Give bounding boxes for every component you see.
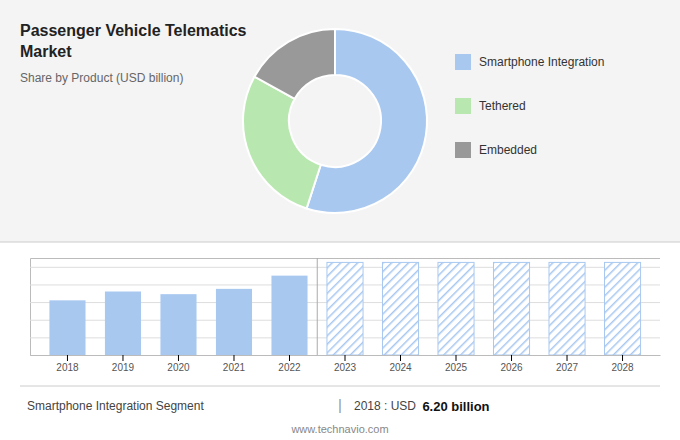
x-tick-mark <box>67 355 68 361</box>
x-tick-label: 2024 <box>389 362 412 373</box>
x-tick: 2024 <box>389 355 412 373</box>
x-tick-mark <box>122 355 123 361</box>
bar <box>105 292 141 355</box>
panel-separator <box>0 242 680 243</box>
forecast-bar <box>604 262 640 355</box>
subtitle: Share by Product (USD billion) <box>20 71 183 85</box>
x-tick-label: 2026 <box>500 362 523 373</box>
x-tick-label: 2019 <box>112 362 135 373</box>
forecast-bar <box>327 262 363 355</box>
x-axis: 2018 2019 2020 2021 2022 2023 2024 2025 2026 2027… <box>31 355 661 373</box>
forecast-bar <box>438 262 474 355</box>
x-tick: 2019 <box>112 355 135 373</box>
x-tick: 2020 <box>167 355 190 373</box>
donut-slice <box>254 29 335 99</box>
legend-item: Tethered <box>455 98 526 114</box>
forecast-bar <box>549 262 585 355</box>
footer-value: 6.20 billion <box>422 399 489 414</box>
legend-swatch <box>455 54 471 70</box>
x-tick-label: 2023 <box>334 362 357 373</box>
bar <box>160 294 196 355</box>
footer-year: 2018 : USD <box>354 399 419 413</box>
x-tick-label: 2027 <box>556 362 579 373</box>
footer-url: www.technavio.com <box>290 423 388 435</box>
legend-swatch <box>455 98 471 114</box>
x-tick-label: 2028 <box>611 362 634 373</box>
legend-label: Tethered <box>479 99 526 113</box>
forecast-bar <box>382 262 418 355</box>
forecast-divider <box>317 258 318 355</box>
x-tick: 2026 <box>500 355 523 373</box>
y-axis-line <box>31 259 661 356</box>
chart-canvas: Passenger Vehicle Telematics Market Share … <box>0 0 680 440</box>
donut-slice <box>243 77 321 209</box>
x-tick-mark <box>345 355 346 361</box>
top-panel <box>0 0 680 242</box>
x-tick: 2021 <box>223 355 246 373</box>
x-tick-mark <box>233 355 234 361</box>
x-tick-mark <box>622 355 623 361</box>
legend: Smartphone Integration Tethered Embedded <box>455 54 604 158</box>
legend-label: Embedded <box>479 143 537 157</box>
x-tick: 2018 <box>56 355 79 373</box>
x-tick-mark <box>511 355 512 361</box>
footer-separator <box>20 386 660 387</box>
y-axis <box>30 259 660 356</box>
bar <box>216 289 252 355</box>
footer-label: Smartphone Integration Segment <box>27 399 204 413</box>
title: Passenger Vehicle Telematics <box>20 22 247 39</box>
legend-swatch <box>455 142 471 158</box>
legend-item: Embedded <box>455 142 537 158</box>
legend-label: Smartphone Integration <box>479 55 604 69</box>
x-tick: 2027 <box>556 355 579 373</box>
x-tick-mark <box>400 355 401 361</box>
x-tick: 2025 <box>445 355 468 373</box>
x-tick-label: 2022 <box>278 362 301 373</box>
plot-area <box>49 262 640 355</box>
x-tick-mark <box>456 355 457 361</box>
footer-separator-text: | <box>338 396 342 413</box>
title: Market <box>20 43 72 60</box>
x-tick: 2028 <box>611 355 634 373</box>
x-tick: 2023 <box>334 355 357 373</box>
x-tick-label: 2018 <box>56 362 79 373</box>
x-tick-mark <box>289 355 290 361</box>
bar <box>271 276 307 355</box>
bar <box>49 300 85 355</box>
donut <box>243 29 427 213</box>
forecast-bar <box>493 262 529 355</box>
x-tick: 2022 <box>278 355 301 373</box>
x-tick-label: 2025 <box>445 362 468 373</box>
x-tick-mark <box>178 355 179 361</box>
x-tick-label: 2021 <box>223 362 246 373</box>
x-tick-label: 2020 <box>167 362 190 373</box>
x-tick-mark <box>567 355 568 361</box>
legend-item: Smartphone Integration <box>455 54 604 70</box>
